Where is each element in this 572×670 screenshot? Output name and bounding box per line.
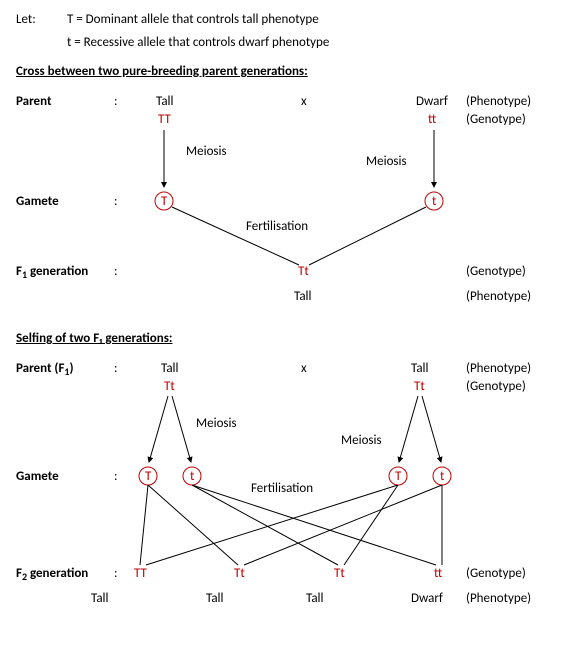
cross2-f2-2-geno: Tt	[334, 566, 345, 581]
cross2-f2-0-pheno: Tall	[91, 591, 109, 606]
svg-text::: :	[114, 264, 117, 279]
svg-text:(Phenotype): (Phenotype)	[466, 361, 531, 376]
cross1-x: x	[301, 94, 307, 109]
cross2-gL1: t	[190, 469, 195, 484]
cross2-gL0: T	[145, 469, 152, 484]
svg-text:(Genotype): (Genotype)	[466, 112, 526, 127]
cross2-p1-pheno: Tall	[161, 361, 179, 376]
cross2-meiosis-right: Meiosis	[341, 433, 382, 448]
cross1-diagram: Parent : Gamete : F1 generation : Tall T…	[16, 85, 560, 305]
cross2-p2-pheno: Tall	[411, 361, 429, 376]
cross2-f2-2-pheno: Tall	[306, 591, 324, 606]
cross2-meiosis-left: Meiosis	[196, 416, 237, 431]
cross2-f2-0-geno: TT	[134, 566, 148, 581]
cross2-f2-1-geno: Tt	[234, 566, 245, 581]
cross1-meiosis-right: Meiosis	[366, 154, 407, 169]
svg-text::: :	[114, 566, 117, 581]
cross1-fertilisation: Fertilisation	[246, 219, 308, 234]
cross1-meiosis-left: Meiosis	[186, 144, 227, 159]
cross1-parent-label: Parent	[16, 94, 52, 109]
cross1-p1-geno: TT	[158, 112, 172, 127]
cross2-fertilisation: Fertilisation	[251, 481, 313, 496]
cross2-x: x	[301, 361, 307, 376]
cross1-p1-pheno: Tall	[156, 94, 174, 109]
cross2-gR1: t	[440, 469, 445, 484]
cross2-gR0: T	[395, 469, 402, 484]
svg-text:(Genotype): (Genotype)	[466, 264, 526, 279]
legend-recessive-text: t = Recessive allele that controls dwarf…	[67, 35, 329, 50]
cross1-p2-geno: tt	[428, 112, 437, 127]
cross2-f2-3-pheno: Dwarf	[411, 591, 443, 606]
cross2-gamete-label: Gamete	[16, 469, 59, 484]
cross1-gamete-label: Gamete	[16, 194, 59, 209]
cross2-parent-label: Parent (F1)	[16, 361, 74, 378]
cross1-f1-label: F1 generation	[16, 264, 88, 281]
cross1-f1-geno: Tt	[298, 264, 309, 279]
let-label: Let:	[16, 12, 64, 27]
legend-dominant-text: T = Dominant allele that controls tall p…	[67, 12, 319, 27]
svg-text:(Phenotype): (Phenotype)	[466, 94, 531, 109]
svg-text::: :	[114, 361, 117, 376]
legend-dominant: Let: T = Dominant allele that controls t…	[16, 12, 560, 27]
cross1-heading: Cross between two pure-breeding parent g…	[16, 64, 560, 79]
cross2-f2-label: F2 generation	[16, 566, 88, 583]
cross2-p2-geno: Tt	[414, 379, 425, 394]
cross2-p1-geno: Tt	[164, 379, 175, 394]
legend-recessive: t = Recessive allele that controls dwarf…	[16, 35, 560, 50]
cross2-f2-3-geno: tt	[434, 566, 443, 581]
svg-text::: :	[114, 469, 117, 484]
cross1-gamete-right: t	[432, 194, 437, 209]
svg-text:(Phenotype): (Phenotype)	[466, 591, 531, 606]
svg-text::: :	[114, 94, 117, 109]
cross1-p2-pheno: Dwarf	[416, 94, 448, 109]
cross1-f1-pheno: Tall	[294, 289, 312, 304]
cross2-f2-1-pheno: Tall	[206, 591, 224, 606]
cross2-diagram: Parent (F1) : Gamete : F2 generation : T…	[16, 352, 560, 612]
svg-text:(Genotype): (Genotype)	[466, 566, 526, 581]
cross2-heading: Selfing of two F₁ generations:	[16, 331, 560, 346]
svg-text::: :	[114, 194, 117, 209]
cross1-gamete-left: T	[161, 194, 168, 209]
svg-text:(Phenotype): (Phenotype)	[466, 289, 531, 304]
svg-text:(Genotype): (Genotype)	[466, 379, 526, 394]
